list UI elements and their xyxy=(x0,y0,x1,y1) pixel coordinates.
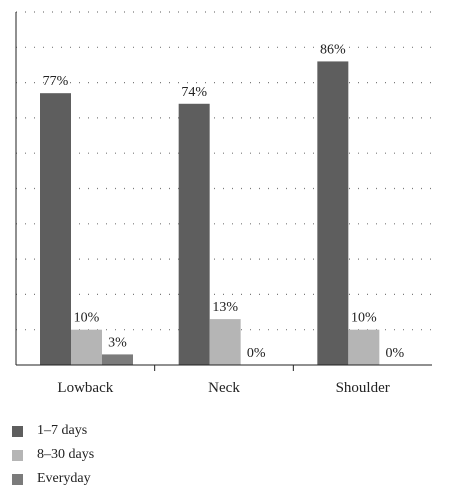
bar-lowback-series-1 xyxy=(40,93,71,365)
legend-label-8-30-days: 8–30 days xyxy=(37,447,95,462)
legend: 1–7 days 8–30 days Everyday xyxy=(12,419,232,491)
data-label-neck-series-2: 13% xyxy=(212,300,238,315)
data-label-lowback-series-1: 77% xyxy=(43,74,69,89)
bar-shoulder-series-2 xyxy=(348,329,380,365)
legend-item-1-7-days: 1–7 days xyxy=(12,419,232,443)
axes-layer xyxy=(15,12,432,371)
x-tick-label-neck: Neck xyxy=(208,380,240,396)
legend-label-everyday: Everyday xyxy=(37,471,91,486)
bar-chart: Lowback 77% 10% 3% Neck 74% 13% 0% Shoulder 86% 10… xyxy=(15,11,432,396)
legend-item-8-30-days: 8–30 days xyxy=(12,443,232,467)
labels-layer: Lowback 77% 10% 3% Neck 74% 13% 0% Shoulder 86% 10… xyxy=(43,42,405,396)
data-label-shoulder-series-1: 86% xyxy=(320,42,346,57)
data-label-shoulder-series-3: 0% xyxy=(385,346,404,361)
legend-label-1-7-days: 1–7 days xyxy=(37,423,88,438)
bars-layer xyxy=(40,61,380,366)
legend-item-everyday: Everyday xyxy=(12,467,232,491)
x-tick-label-shoulder: Shoulder xyxy=(336,380,390,396)
grid-lines xyxy=(16,11,432,331)
legend-swatch-8-30-days xyxy=(12,449,23,461)
bar-neck-series-1 xyxy=(178,103,210,365)
bar-lowback-series-3 xyxy=(102,354,133,365)
legend-swatch-1-7-days xyxy=(12,425,23,437)
data-label-neck-series-3: 0% xyxy=(247,346,266,361)
data-label-lowback-series-2: 10% xyxy=(74,311,100,326)
data-label-shoulder-series-2: 10% xyxy=(351,311,377,326)
bar-neck-series-2 xyxy=(209,319,241,365)
data-label-neck-series-1: 74% xyxy=(181,85,207,100)
bar-lowback-series-2 xyxy=(71,329,102,365)
legend-swatch-everyday xyxy=(12,473,23,485)
data-label-lowback-series-3: 3% xyxy=(108,335,127,350)
bar-shoulder-series-1 xyxy=(317,61,349,366)
x-tick-label-lowback: Lowback xyxy=(57,380,113,396)
